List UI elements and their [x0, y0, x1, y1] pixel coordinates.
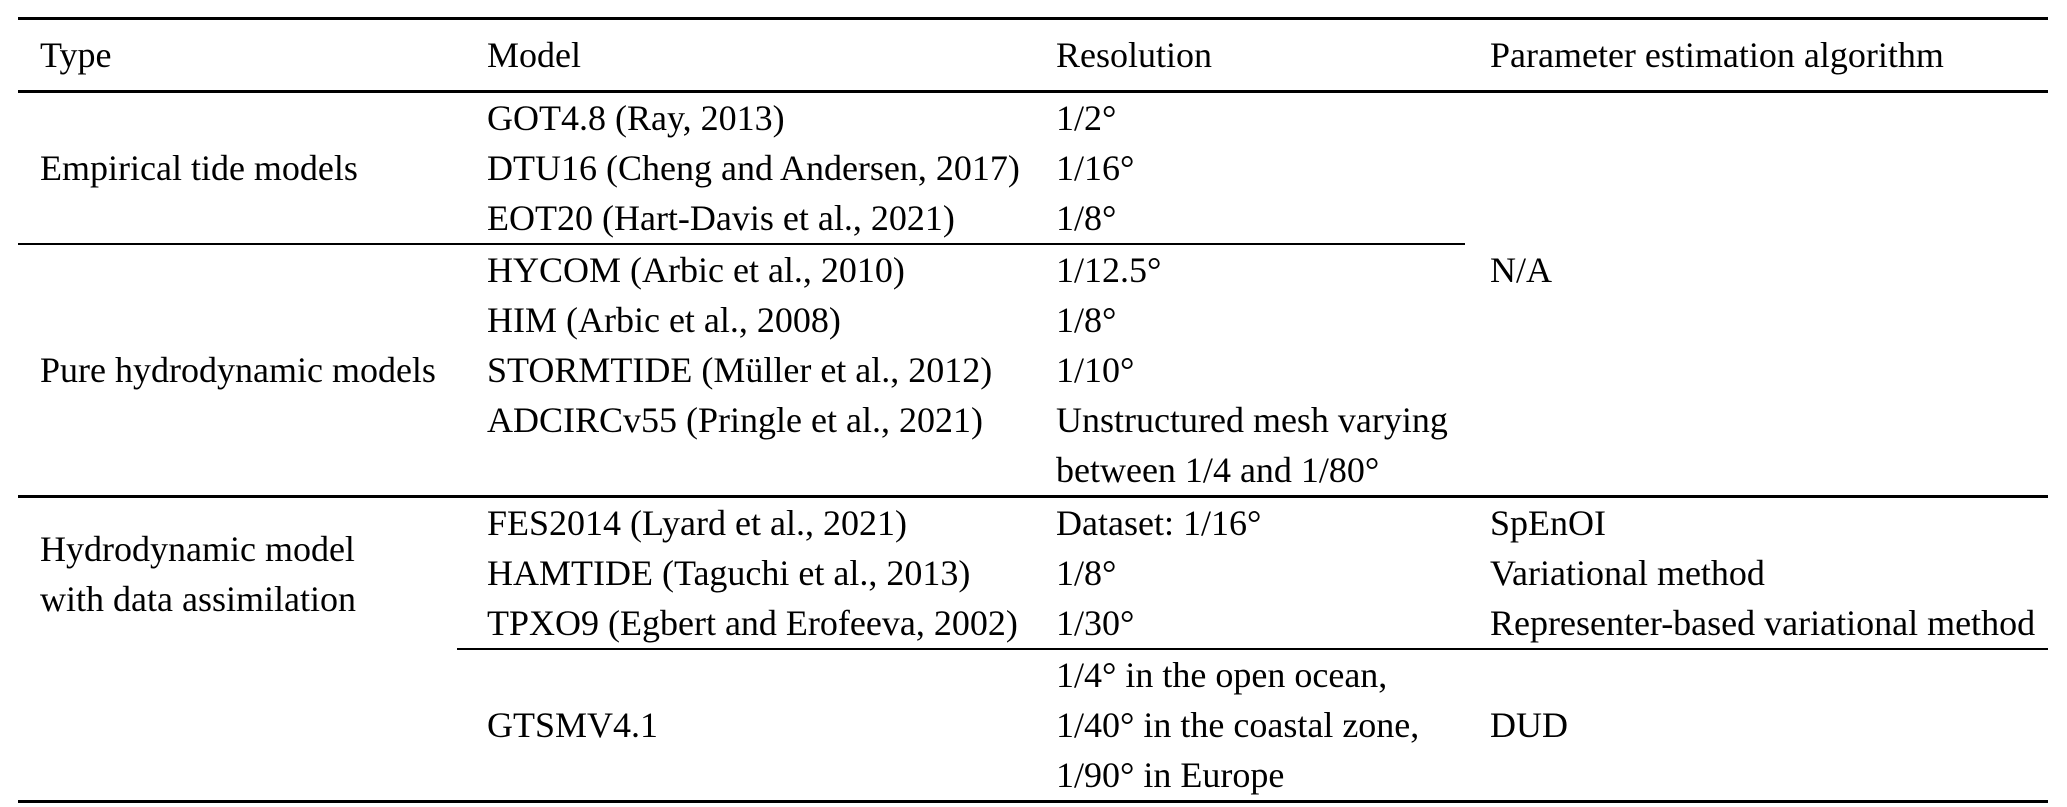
model-entry: HIM (Arbic et al., 2008) — [487, 300, 841, 340]
resolution-entry: 1/10° — [1056, 350, 1135, 390]
group-row-gtsm: GTSMV4.1 1/4° in the open ocean, 1/40° i… — [18, 648, 2048, 803]
algorithm-entry-na: N/A — [1490, 250, 1552, 290]
type-label: Empirical tide models — [40, 148, 358, 188]
model-entry: GTSMV4.1 — [487, 705, 659, 745]
type-cell-data-assimilation: Hydrodynamic model with data assimilatio… — [18, 495, 457, 649]
resolution-entry: 1/8° — [1056, 553, 1117, 593]
resolution-entry: 1/16° — [1056, 148, 1135, 188]
type-cell-empirical: Empirical tide models — [18, 92, 457, 245]
empty-type-cell — [18, 649, 457, 803]
resolution-entry: 1/30° — [1056, 603, 1135, 643]
algorithm-cell-na: N/A — [1465, 92, 2048, 497]
model-entry: EOT20 (Hart-Davis et al., 2021) — [487, 198, 955, 238]
resolution-cell-data-assimilation: Dataset: 1/16° 1/8° 1/30° — [1026, 495, 1465, 649]
resolution-entry: 1/12.5° — [1056, 250, 1162, 290]
model-entry: HAMTIDE (Taguchi et al., 2013) — [487, 553, 971, 593]
type-label: Pure hydrodynamic models — [40, 350, 436, 390]
model-cell-data-assimilation: FES2014 (Lyard et al., 2021) HAMTIDE (Ta… — [457, 495, 1026, 649]
type-cell-pure-hydrodynamic: Pure hydrodynamic models — [18, 243, 457, 497]
model-entry: DTU16 (Cheng and Andersen, 2017) — [487, 148, 1020, 188]
group-row-empirical: Empirical tide models GOT4.8 (Ray, 2013)… — [18, 92, 2048, 290]
header-row: Type Model Resolution Parameter estimati… — [18, 18, 2048, 93]
group-row-pure-hydrodynamic: Pure hydrodynamic models HYCOM (Arbic et… — [18, 243, 2048, 497]
algorithm-entry: Representer-based variational method — [1490, 603, 2036, 643]
model-cell-pure-hydrodynamic: HYCOM (Arbic et al., 2010) HIM (Arbic et… — [457, 243, 1026, 497]
algorithm-entry: SpEnOI — [1490, 503, 1606, 543]
resolution-entry: 1/4° in the open ocean, 1/40° in the coa… — [1056, 655, 1420, 795]
resolution-entry: 1/8° — [1056, 300, 1117, 340]
algorithm-cell-gtsm: DUD — [1465, 648, 2048, 803]
resolution-entry: Unstructured mesh varying between 1/4 an… — [1056, 400, 1448, 490]
model-entry: STORMTIDE (Müller et al., 2012) — [487, 350, 993, 390]
resolution-cell-empirical: 1/2° 1/16° 1/8° — [1026, 92, 1465, 245]
algorithm-entry: DUD — [1490, 705, 1568, 745]
header-resolution: Resolution — [1026, 18, 1465, 93]
model-entry: GOT4.8 (Ray, 2013) — [487, 98, 785, 138]
resolution-entry: 1/8° — [1056, 198, 1117, 238]
model-entry: ADCIRCv55 (Pringle et al., 2021) — [487, 400, 983, 440]
resolution-entry: Dataset: 1/16° — [1056, 503, 1262, 543]
tide-models-table: Type Model Resolution Parameter estimati… — [18, 17, 2048, 803]
model-cell-gtsm: GTSMV4.1 — [457, 648, 1026, 803]
type-label: Hydrodynamic model with data assimilatio… — [40, 528, 356, 619]
group-row-data-assimilation: Hydrodynamic model with data assimilatio… — [18, 495, 2048, 649]
header-algorithm: Parameter estimation algorithm — [1465, 18, 2048, 93]
resolution-cell-gtsm: 1/4° in the open ocean, 1/40° in the coa… — [1026, 648, 1465, 803]
model-entry: HYCOM (Arbic et al., 2010) — [487, 250, 905, 290]
resolution-entry: 1/2° — [1056, 98, 1117, 138]
model-entry: TPXO9 (Egbert and Erofeeva, 2002) — [487, 603, 1018, 643]
resolution-cell-pure-hydrodynamic: 1/12.5° 1/8° 1/10° Unstructured mesh var… — [1026, 243, 1465, 497]
algorithm-cell-data-assimilation: SpEnOI Variational method Representer-ba… — [1465, 495, 2048, 649]
header-model: Model — [457, 18, 1026, 93]
algorithm-entry: Variational method — [1490, 553, 1765, 593]
model-entry: FES2014 (Lyard et al., 2021) — [487, 503, 907, 543]
header-type: Type — [18, 18, 457, 93]
model-cell-empirical: GOT4.8 (Ray, 2013) DTU16 (Cheng and Ande… — [457, 92, 1026, 245]
